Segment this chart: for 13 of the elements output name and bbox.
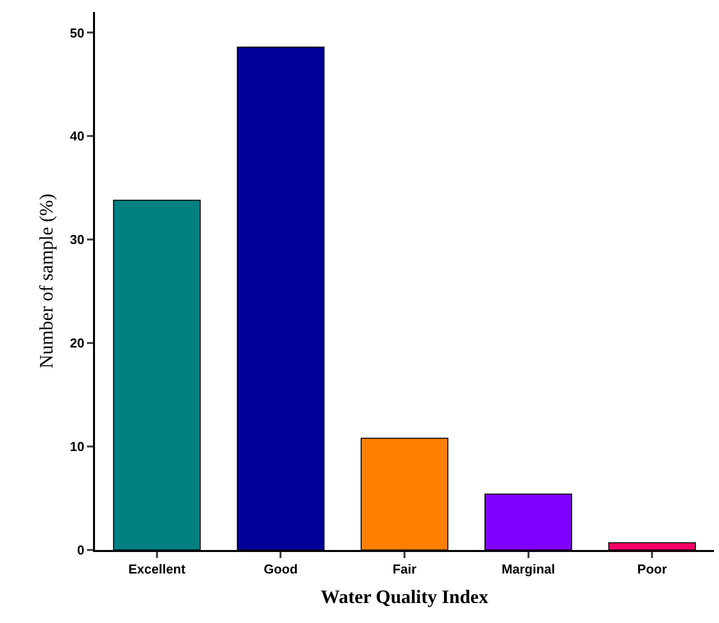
y-tick-label: 0 (77, 542, 84, 558)
y-axis-title: Number of sample (%) (36, 194, 58, 368)
y-tick-label: 50 (70, 25, 84, 40)
x-tick-label: Marginal (502, 562, 556, 577)
x-tick-label: Good (264, 562, 298, 577)
y-tick-label: 10 (70, 439, 84, 454)
y-tick-label: 40 (70, 128, 84, 144)
x-tick-label: Fair (392, 562, 416, 577)
x-axis-title: Water Quality Index (320, 586, 489, 608)
y-tick-label: 20 (70, 336, 84, 351)
x-tick-label: Excellent (128, 562, 186, 577)
x-tick-label: Poor (637, 562, 667, 577)
y-tick-label: 30 (70, 232, 84, 248)
